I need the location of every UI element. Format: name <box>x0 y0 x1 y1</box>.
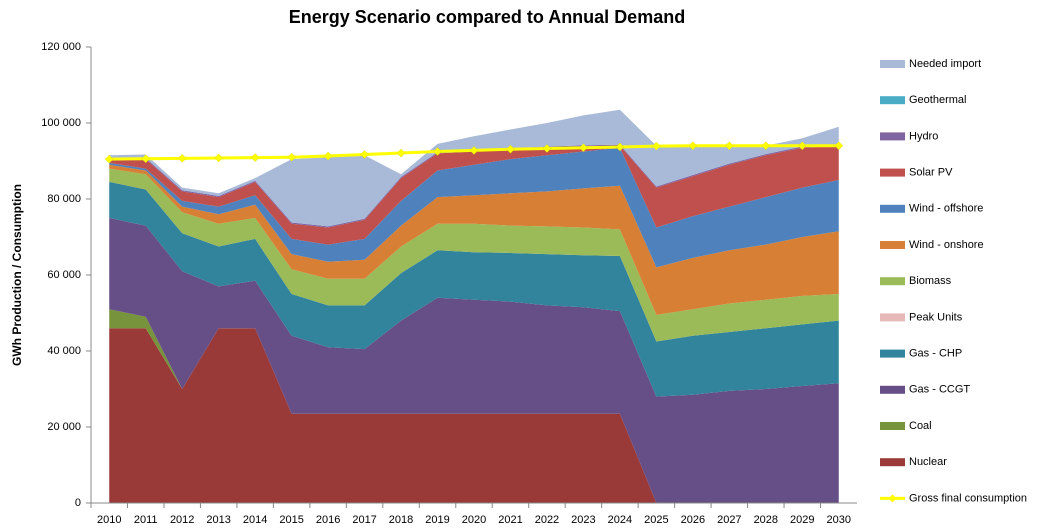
legend-label: Hydro <box>909 130 938 142</box>
x-tick-label: 2028 <box>754 514 778 526</box>
legend-label: Needed import <box>909 58 981 70</box>
line-marker <box>214 153 224 163</box>
y-tick-label: 60 000 <box>47 269 81 281</box>
legend-label: Gas - CHP <box>909 348 962 360</box>
area <box>109 164 839 315</box>
legend-swatch <box>880 60 905 68</box>
x-tick-label: 2016 <box>316 514 340 526</box>
legend-label: Gross final consumption <box>909 492 1027 504</box>
line-marker <box>652 141 661 151</box>
y-tick-label: 20 000 <box>47 421 81 433</box>
y-tick-label: 100 000 <box>41 117 81 129</box>
legend-swatch <box>880 385 905 394</box>
line-marker <box>724 141 734 151</box>
x-tick-label: 2019 <box>425 514 449 526</box>
x-tick-label: 2012 <box>170 514 194 526</box>
line-marker <box>615 142 625 152</box>
x-tick-label: 2022 <box>535 514 559 526</box>
line-marker <box>542 144 552 153</box>
legend-swatch <box>880 96 905 105</box>
legend-swatch <box>880 241 905 249</box>
legend-label: Geothermal <box>909 94 966 106</box>
line-marker <box>396 148 406 158</box>
y-tick-label: 80 000 <box>47 193 81 205</box>
y-tick-label: 40 000 <box>47 345 81 357</box>
y-axis-title: GWh Production / Consumption <box>10 184 24 366</box>
legend-label: Biomass <box>909 275 952 287</box>
x-tick-label: 2025 <box>644 514 668 526</box>
area <box>109 168 839 342</box>
line-marker <box>323 151 333 161</box>
x-tick-label: 2015 <box>279 514 303 526</box>
line-marker <box>433 147 442 156</box>
line-marker <box>688 141 698 151</box>
area <box>109 328 839 503</box>
line-marker <box>287 152 296 162</box>
legend-swatch <box>880 313 905 322</box>
x-tick-label: 2011 <box>134 514 158 526</box>
x-tick-label: 2024 <box>608 514 632 526</box>
x-tick-label: 2017 <box>352 514 376 526</box>
legend-label: Wind - offshore <box>909 203 983 215</box>
legend-label: Peak Units <box>909 311 963 323</box>
legend-label: Coal <box>909 420 932 432</box>
x-tick-label: 2018 <box>389 514 413 526</box>
x-tick-label: 2021 <box>498 514 522 526</box>
legend-swatch <box>880 458 905 467</box>
line-marker <box>250 153 260 162</box>
x-tick-label: 2014 <box>243 514 267 526</box>
x-tick-label: 2013 <box>206 514 230 526</box>
legend-swatch <box>880 277 905 286</box>
line-marker <box>797 141 807 151</box>
area <box>109 147 839 268</box>
line-marker <box>506 144 515 154</box>
x-tick-label: 2023 <box>571 514 595 526</box>
legend-swatch <box>880 168 905 177</box>
area <box>109 218 839 503</box>
area <box>109 181 839 397</box>
y-tick-label: 120 000 <box>41 41 81 53</box>
line-marker <box>469 146 479 155</box>
legend-swatch <box>880 422 905 430</box>
line-marker <box>834 141 844 151</box>
line-marker <box>104 154 114 164</box>
legend-label: Gas - CCGT <box>909 384 970 396</box>
legend-label: Wind - onshore <box>909 239 984 251</box>
x-tick-label: 2027 <box>717 514 741 526</box>
legend-swatch <box>880 349 905 358</box>
line-marker <box>360 150 369 159</box>
legend-label: Nuclear <box>909 456 947 468</box>
x-tick-label: 2020 <box>462 514 486 526</box>
legend-marker <box>888 494 897 503</box>
chart-title: Energy Scenario compared to Annual Deman… <box>289 7 685 27</box>
x-tick-label: 2010 <box>97 514 121 526</box>
line-marker <box>141 154 151 164</box>
legend-label: Solar PV <box>909 167 953 179</box>
line-marker <box>761 141 771 151</box>
x-tick-label: 2026 <box>681 514 705 526</box>
line-marker <box>177 153 187 163</box>
line-marker <box>579 143 588 153</box>
legend-swatch <box>880 132 905 141</box>
area <box>109 145 839 245</box>
area <box>109 109 839 227</box>
y-tick-label: 0 <box>75 497 81 509</box>
x-tick-label: 2029 <box>790 514 814 526</box>
x-tick-label: 2030 <box>827 514 851 526</box>
legend-swatch <box>880 204 905 213</box>
